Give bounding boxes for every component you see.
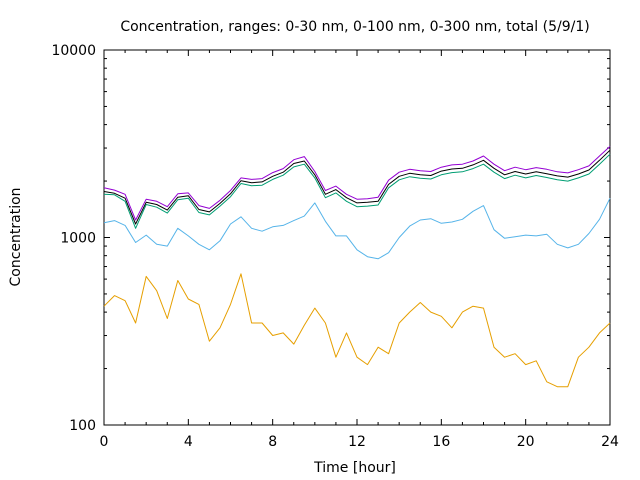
x-tick-label: 0 [100, 434, 109, 450]
x-tick-label: 8 [268, 434, 277, 450]
series-line-2 [103, 197, 611, 260]
series-line-3 [103, 153, 611, 229]
plot-frame [103, 49, 611, 426]
x-tick-label: 20 [517, 434, 535, 450]
y-tick-label: 10000 [51, 43, 96, 59]
x-axis-title: Time [hour] [313, 460, 396, 476]
chart-title: Concentration, ranges: 0-30 nm, 0-100 nm… [120, 19, 589, 35]
y-axis-title: Concentration [8, 187, 24, 286]
y-tick-label: 100 [69, 418, 96, 434]
series-line-4 [103, 149, 611, 225]
x-tick-label: 4 [184, 434, 193, 450]
series-lines [103, 146, 611, 388]
series-line-5 [103, 146, 611, 221]
axis-ticks: 0 4 8 12 16 20 24 100 1000 10000 [51, 43, 619, 450]
x-tick-label: 24 [601, 434, 619, 450]
x-tick-label: 16 [432, 434, 450, 450]
series-line-1 [103, 273, 611, 388]
x-tick-label: 12 [348, 434, 366, 450]
y-tick-label: 1000 [60, 231, 96, 247]
